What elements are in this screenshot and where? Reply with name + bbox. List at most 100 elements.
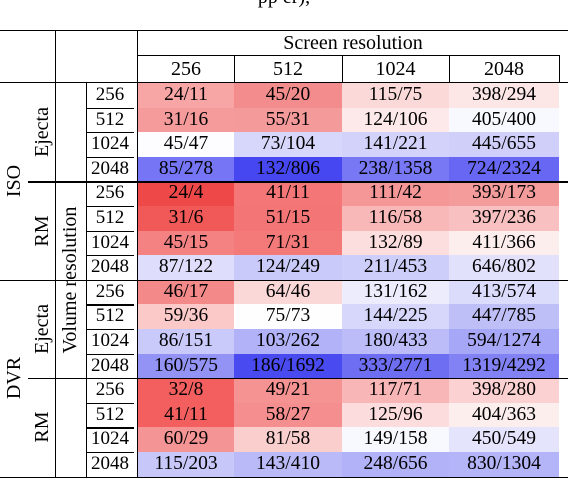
divider-vertical [559,55,561,83]
row-rule [86,329,134,331]
table-cell: 397/236 [449,206,559,231]
table-cell: 149/158 [342,427,449,452]
table-cell: 87/122 [138,255,234,280]
volume-resolution-label: 256 [95,182,125,204]
table-cell: 724/2324 [449,156,559,182]
row-rule [86,230,134,232]
caption-fragment: pp er), [0,0,568,28]
results-table: Screen resolution 256 512 1024 2048 256 24/11… [0,30,568,482]
table-cell: 144/225 [342,304,449,329]
row-rule [86,107,134,109]
volume-resolution-label: 512 [95,207,125,228]
table-cell: 160/575 [138,353,234,379]
method-label-dvr: DVR [3,357,25,400]
table-cell: 55/31 [234,107,342,133]
table-cell: 124/106 [342,107,449,133]
volume-resolution-label: 512 [95,305,125,327]
screen-resolution-256: 256 [171,58,201,80]
table-cell: 115/75 [342,83,449,108]
table-cell: 143/410 [234,452,342,477]
table-cell: 125/96 [342,402,449,428]
divider-vertical [449,55,451,83]
table-cell: 45/47 [138,132,234,157]
table-cell: 58/27 [234,402,342,428]
table-cell: 141/221 [342,132,449,157]
table-cell: 404/363 [449,402,559,428]
screen-resolution-header: Screen resolution [283,32,423,54]
table-cell: 24/11 [138,83,234,108]
row-rule [86,304,134,306]
row-rule [86,255,134,257]
row-rule [86,206,134,208]
table-cell: 646/802 [449,255,559,280]
row-rule [86,427,134,429]
table-cell: 32/8 [138,378,234,403]
row-rule [86,156,134,158]
table-cell: 186/1692 [234,353,342,379]
table-cell: 116/58 [342,206,449,231]
dataset-label-rm: RM [31,215,53,247]
row-rule [86,402,134,404]
table-cell: 71/31 [234,230,342,256]
volume-resolution-label: 1024 [91,330,129,351]
table-cell: 124/249 [234,255,342,280]
row-rule [86,132,134,134]
header-rule [0,82,568,84]
divider-vertical [86,83,88,477]
table-cell: 85/278 [138,156,234,182]
table-cell: 46/17 [138,279,234,305]
table-cell: 398/280 [449,378,559,403]
table-cell: 211/453 [342,255,449,280]
group-rule [28,378,568,380]
table-cell: 405/400 [449,107,559,133]
volume-resolution-label: 256 [95,84,125,105]
screen-subrule [138,55,559,57]
table-cell: 238/1358 [342,156,449,182]
table-cell: 115/203 [138,452,234,477]
screen-resolution-512: 512 [273,58,303,80]
table-cell: 393/173 [449,181,559,206]
volume-resolution-label: 2048 [91,256,129,278]
screen-resolution-2048: 2048 [484,58,524,80]
table-cell: 111/42 [342,181,449,206]
table-cell: 51/15 [234,206,342,231]
volume-resolution-label: 256 [95,280,125,302]
table-cell: 45/20 [234,83,342,108]
table-cell: 81/58 [234,427,342,452]
dataset-label-ejecta: Ejecta [31,304,53,354]
divider-vertical [55,30,57,477]
table-cell: 103/262 [234,329,342,354]
group-rule [28,181,568,183]
table-cell: 830/1304 [449,452,559,477]
table-cell: 132/89 [342,230,449,256]
table-cell: 450/549 [449,427,559,452]
table-cell: 411/366 [449,230,559,256]
dataset-label-rm: RM [31,411,53,443]
volume-resolution-label: 512 [95,403,125,425]
table-cell: 413/574 [449,279,559,305]
volume-resolution-label: 2048 [91,157,129,179]
table-cell: 75/73 [234,304,342,329]
row-rule [86,452,134,454]
group-rule [0,279,568,281]
volume-resolution-label: 2048 [91,453,129,474]
table-cell: 117/71 [342,378,449,403]
table-cell: 59/36 [138,304,234,329]
row-rule [86,353,134,355]
divider-vertical [234,55,236,83]
table-cell: 248/656 [342,452,449,477]
table-cell: 24/4 [138,181,234,206]
table-cell: 1319/4292 [449,353,559,379]
divider-vertical [342,55,344,83]
top-rule [0,30,568,32]
table-cell: 86/151 [138,329,234,354]
volume-resolution-label: 1024 [91,133,129,155]
table-cell: 64/46 [234,279,342,305]
table-cell: 594/1274 [449,329,559,354]
table-cell: 398/294 [449,83,559,108]
table-cell: 445/655 [449,132,559,157]
table-cell: 41/11 [138,402,234,428]
table-cell: 41/11 [234,181,342,206]
dataset-label-ejecta: Ejecta [31,107,53,158]
table-cell: 31/6 [138,206,234,231]
